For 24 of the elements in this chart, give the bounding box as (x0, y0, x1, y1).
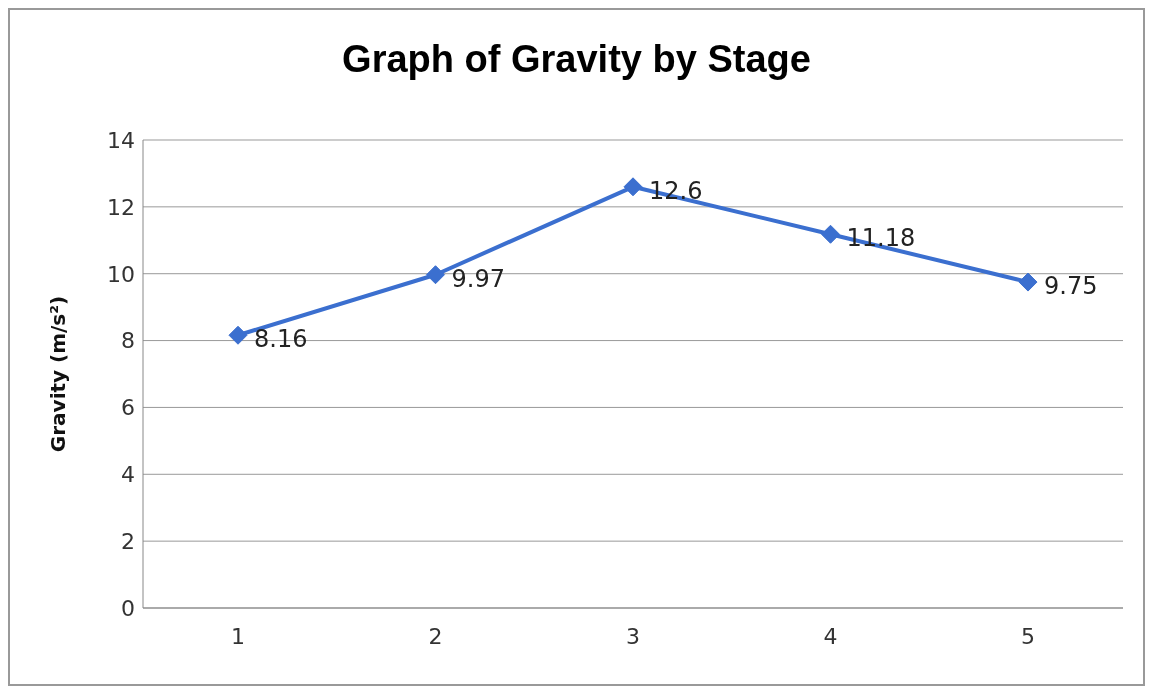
y-tick-label: 14 (107, 127, 135, 153)
y-tick-label: 8 (121, 328, 135, 354)
y-tick-label: 12 (107, 194, 135, 220)
y-tick-label: 0 (121, 595, 135, 621)
data-label: 9.97 (451, 264, 505, 293)
x-tick-label: 2 (428, 623, 443, 649)
y-tick-label: 6 (121, 395, 135, 421)
x-tick-label: 1 (231, 623, 245, 649)
x-tick-label: 5 (1021, 623, 1035, 649)
y-tick-label: 4 (121, 462, 135, 488)
y-tick-label: 2 (121, 528, 135, 554)
y-axis-title: Gravity (m/s²) (46, 295, 71, 453)
data-label: 11.18 (846, 224, 916, 253)
data-label: 8.16 (254, 325, 308, 354)
point (1018, 272, 1038, 292)
data-label: 9.75 (1044, 272, 1098, 301)
point (821, 224, 840, 244)
chart-title: Graph of Gravity by Stage (341, 38, 812, 82)
point (426, 265, 445, 285)
point (228, 325, 248, 345)
x-tick-label: 4 (823, 623, 838, 649)
point (623, 177, 643, 197)
y-tick-label: 10 (107, 261, 135, 287)
x-tick-label: 3 (626, 623, 640, 649)
